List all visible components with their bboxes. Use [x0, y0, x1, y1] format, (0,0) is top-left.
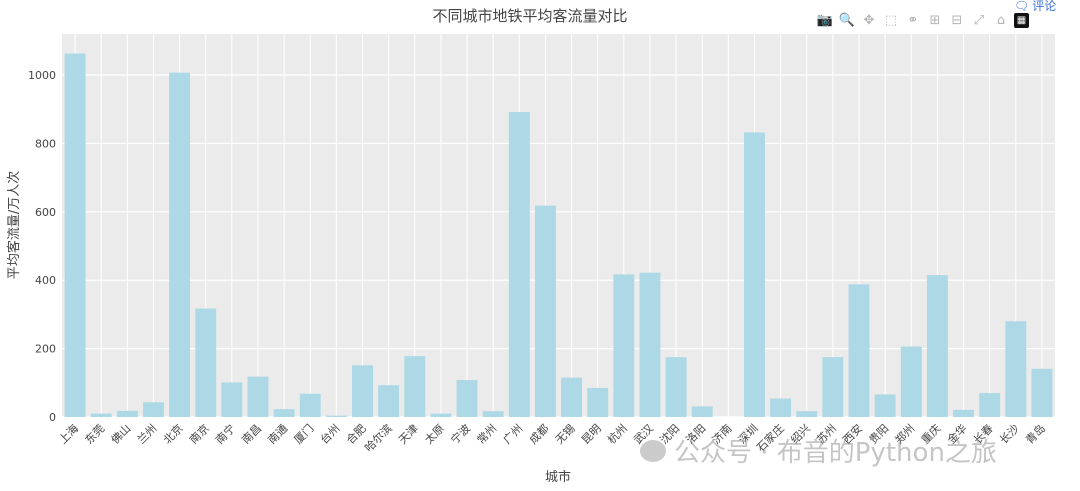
x-tick-label: 昆明 [579, 422, 604, 447]
bar-上海[interactable] [64, 53, 86, 417]
bar-广州[interactable] [508, 111, 530, 417]
bar-佛山[interactable] [116, 410, 138, 417]
y-tick-label: 400 [35, 274, 56, 287]
bar-南昌[interactable] [247, 376, 269, 417]
bar-台州[interactable] [325, 415, 347, 417]
chart-title: 不同城市地铁平均客流量对比 [432, 7, 627, 25]
bar-重庆[interactable] [926, 275, 948, 417]
bar-常州[interactable] [482, 411, 504, 417]
x-tick-label: 南通 [265, 422, 290, 447]
plot-background [62, 34, 1055, 417]
x-tick-label: 杭州 [604, 421, 629, 446]
y-axis-title: 平均客流量/万人次 [6, 171, 22, 279]
bars[interactable] [64, 53, 1053, 417]
x-tick-label: 北京 [160, 421, 185, 446]
y-axis-ticks: 0 200 400 600 800 1000 [28, 69, 56, 424]
x-tick-label: 宁波 [448, 421, 473, 446]
comment-link[interactable]: 🗨 评论 [1014, 0, 1056, 14]
bar-兰州[interactable] [143, 402, 164, 417]
bar-西安[interactable] [848, 284, 870, 417]
bar-郑州[interactable] [900, 346, 922, 417]
x-tick-label: 天津 [396, 422, 421, 447]
bar-南宁[interactable] [221, 382, 243, 417]
y-tick-label: 800 [35, 137, 56, 150]
comment-icon: 🗨 [1014, 0, 1030, 13]
wechat-icon [640, 439, 666, 462]
x-tick-label: 厦门 [291, 421, 316, 446]
bar-厦门[interactable] [299, 393, 321, 417]
zoom-in-icon[interactable]: ⊞ [929, 12, 941, 28]
bar-沈阳[interactable] [665, 357, 687, 417]
bar-北京[interactable] [169, 72, 191, 417]
comment-label: 评论 [1032, 0, 1057, 13]
plot-toolbar: 📷 🔍 ✥ ⬚ ⚭ ⊞ ⊟ ⤢ ⌂ ▦ [816, 10, 1029, 30]
x-tick-label: 哈尔滨 [362, 421, 395, 454]
x-tick-label: 南宁 [213, 421, 238, 446]
x-tick-label: 台州 [317, 421, 342, 446]
x-tick-label: 广州 [501, 422, 526, 447]
bar-昆明[interactable] [587, 387, 609, 417]
y-tick-label: 0 [49, 411, 56, 424]
bar-青岛[interactable] [1031, 368, 1053, 417]
bar-深圳[interactable] [744, 132, 765, 417]
zoom-out-icon[interactable]: ⊟ [951, 12, 963, 28]
x-tick-label: 南京 [186, 421, 211, 446]
x-tick-label: 上海 [56, 421, 81, 446]
x-tick-label: 成都 [527, 422, 552, 447]
y-tick-label: 600 [35, 206, 56, 219]
bar-洛阳[interactable] [691, 406, 713, 417]
x-tick-label: 佛山 [109, 422, 134, 447]
plotly-logo-icon[interactable]: ▦ [1014, 12, 1029, 28]
bar-金华[interactable] [953, 409, 974, 417]
lasso-icon[interactable]: ⚭ [907, 12, 919, 28]
bar-成都[interactable] [534, 205, 556, 417]
bar-贵阳[interactable] [874, 394, 896, 417]
bar-南通[interactable] [273, 409, 295, 417]
y-tick-label: 1000 [28, 69, 56, 82]
camera-icon[interactable]: 📷 [816, 12, 834, 28]
bar-武汉[interactable] [639, 272, 661, 417]
x-tick-label: 兰州 [135, 422, 160, 447]
x-tick-label: 太原 [422, 422, 447, 447]
watermark-text: 公众号 · 布音的Python之旅 [674, 438, 997, 468]
x-tick-label: 长沙 [997, 422, 1022, 447]
bar-南京[interactable] [195, 308, 217, 417]
x-tick-label: 南昌 [239, 422, 264, 447]
pan-icon[interactable]: ✥ [863, 12, 875, 28]
y-tick-label: 200 [35, 343, 56, 356]
x-tick-label: 常州 [475, 422, 500, 447]
bar-杭州[interactable] [613, 274, 635, 417]
bar-东莞[interactable] [90, 413, 112, 417]
bar-哈尔滨[interactable] [378, 385, 400, 417]
x-tick-label: 无锡 [552, 421, 577, 446]
zoom-icon[interactable]: 🔍 [838, 12, 856, 28]
bar-宁波[interactable] [456, 380, 478, 417]
bar-天津[interactable] [404, 356, 426, 417]
bar-无锡[interactable] [561, 377, 583, 417]
x-tick-label: 东莞 [83, 422, 108, 447]
bar-长沙[interactable] [1005, 321, 1027, 417]
box-select-icon[interactable]: ⬚ [884, 12, 898, 28]
x-tick-label: 青岛 [1023, 421, 1048, 446]
bar-太原[interactable] [430, 413, 452, 417]
bar-长春[interactable] [979, 393, 1001, 417]
x-axis-title: 城市 [545, 469, 571, 485]
bar-绍兴[interactable] [796, 411, 818, 417]
watermark: 公众号 · 布音的Python之旅 [640, 432, 997, 469]
bar-石家庄[interactable] [770, 398, 792, 417]
home-icon[interactable]: ⌂ [996, 12, 1006, 28]
bar-苏州[interactable] [822, 357, 844, 417]
autoscale-icon[interactable]: ⤢ [973, 12, 985, 28]
bar-合肥[interactable] [352, 365, 373, 417]
